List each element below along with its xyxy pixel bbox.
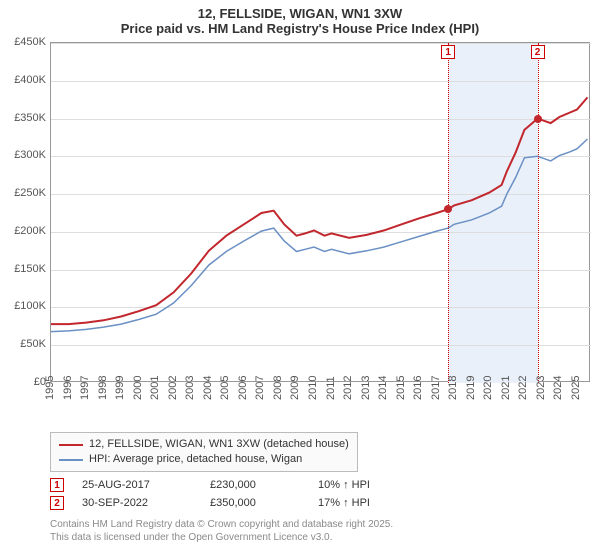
y-tick-label: £350K <box>0 112 46 124</box>
event-dot <box>444 205 452 213</box>
x-tick-label: 2008 <box>272 380 284 400</box>
x-tick-label: 2009 <box>289 380 301 400</box>
event-delta: 10% ↑ HPI <box>318 479 370 491</box>
line-series-svg <box>51 43 591 383</box>
x-tick-label: 2020 <box>482 380 494 400</box>
copyright-line: Contains HM Land Registry data © Crown c… <box>50 518 393 531</box>
legend-swatch <box>59 459 83 461</box>
x-tick-label: 2017 <box>430 380 442 400</box>
copyright: Contains HM Land Registry data © Crown c… <box>50 518 393 544</box>
x-tick-label: 2016 <box>412 380 424 400</box>
y-tick-label: £250K <box>0 187 46 199</box>
event-dot <box>534 115 542 123</box>
event-row: 2 30-SEP-2022 £350,000 17% ↑ HPI <box>50 494 370 512</box>
x-tick-label: 2000 <box>132 380 144 400</box>
y-tick-label: £0 <box>0 376 46 388</box>
x-tick-label: 2001 <box>149 380 161 400</box>
event-price: £350,000 <box>210 497 300 509</box>
y-tick-label: £50K <box>0 338 46 350</box>
chart-container: 12, FELLSIDE, WIGAN, WN1 3XW Price paid … <box>0 0 600 560</box>
legend-row: HPI: Average price, detached house, Wiga… <box>59 452 349 467</box>
x-tick-label: 2010 <box>307 380 319 400</box>
x-tick-label: 2005 <box>219 380 231 400</box>
x-tick-label: 2023 <box>535 380 547 400</box>
x-tick-label: 2014 <box>377 380 389 400</box>
event-price: £230,000 <box>210 479 300 491</box>
event-marker-icon: 1 <box>50 478 64 492</box>
event-marker-icon: 1 <box>441 45 455 59</box>
title: 12, FELLSIDE, WIGAN, WN1 3XW Price paid … <box>0 0 600 38</box>
x-tick-label: 2003 <box>184 380 196 400</box>
x-tick-label: 1995 <box>44 380 56 400</box>
x-tick-label: 2013 <box>360 380 372 400</box>
x-tick-label: 2025 <box>570 380 582 400</box>
y-tick-label: £300K <box>0 149 46 161</box>
x-tick-label: 1998 <box>97 380 109 400</box>
y-tick-label: £450K <box>0 36 46 48</box>
event-table: 1 25-AUG-2017 £230,000 10% ↑ HPI 2 30-SE… <box>50 476 370 512</box>
legend: 12, FELLSIDE, WIGAN, WN1 3XW (detached h… <box>50 432 358 472</box>
x-tick-label: 2007 <box>254 380 266 400</box>
copyright-line: This data is licensed under the Open Gov… <box>50 531 393 544</box>
series-line <box>51 139 588 332</box>
x-tick-label: 2015 <box>395 380 407 400</box>
legend-label: 12, FELLSIDE, WIGAN, WN1 3XW (detached h… <box>89 437 349 452</box>
x-tick-label: 2004 <box>202 380 214 400</box>
x-tick-label: 2022 <box>517 380 529 400</box>
event-delta: 17% ↑ HPI <box>318 497 370 509</box>
x-axis: 1995199619971998199920002001200220032004… <box>50 382 590 422</box>
x-tick-label: 2021 <box>500 380 512 400</box>
title-line2: Price paid vs. HM Land Registry's House … <box>0 21 600 36</box>
x-tick-label: 2012 <box>342 380 354 400</box>
x-tick-label: 2019 <box>465 380 477 400</box>
x-tick-label: 2002 <box>167 380 179 400</box>
x-tick-label: 2006 <box>237 380 249 400</box>
y-tick-label: £400K <box>0 74 46 86</box>
event-date: 30-SEP-2022 <box>82 497 192 509</box>
plot-area: 12 <box>50 42 590 382</box>
y-axis: £0£50K£100K£150K£200K£250K£300K£350K£400… <box>0 42 46 382</box>
chart: 12 £0£50K£100K£150K£200K£250K£300K£350K£… <box>50 42 590 422</box>
event-vline <box>538 43 539 383</box>
event-marker-icon: 2 <box>50 496 64 510</box>
legend-swatch <box>59 444 83 446</box>
event-date: 25-AUG-2017 <box>82 479 192 491</box>
x-tick-label: 1996 <box>62 380 74 400</box>
legend-label: HPI: Average price, detached house, Wiga… <box>89 452 302 467</box>
x-tick-label: 2018 <box>447 380 459 400</box>
event-row: 1 25-AUG-2017 £230,000 10% ↑ HPI <box>50 476 370 494</box>
x-tick-label: 2024 <box>552 380 564 400</box>
x-tick-label: 2011 <box>325 380 337 400</box>
event-marker-icon: 2 <box>531 45 545 59</box>
y-tick-label: £100K <box>0 300 46 312</box>
series-line <box>51 97 588 324</box>
legend-row: 12, FELLSIDE, WIGAN, WN1 3XW (detached h… <box>59 437 349 452</box>
y-tick-label: £200K <box>0 225 46 237</box>
x-tick-label: 1997 <box>79 380 91 400</box>
y-tick-label: £150K <box>0 263 46 275</box>
title-line1: 12, FELLSIDE, WIGAN, WN1 3XW <box>0 6 600 21</box>
x-tick-label: 1999 <box>114 380 126 400</box>
